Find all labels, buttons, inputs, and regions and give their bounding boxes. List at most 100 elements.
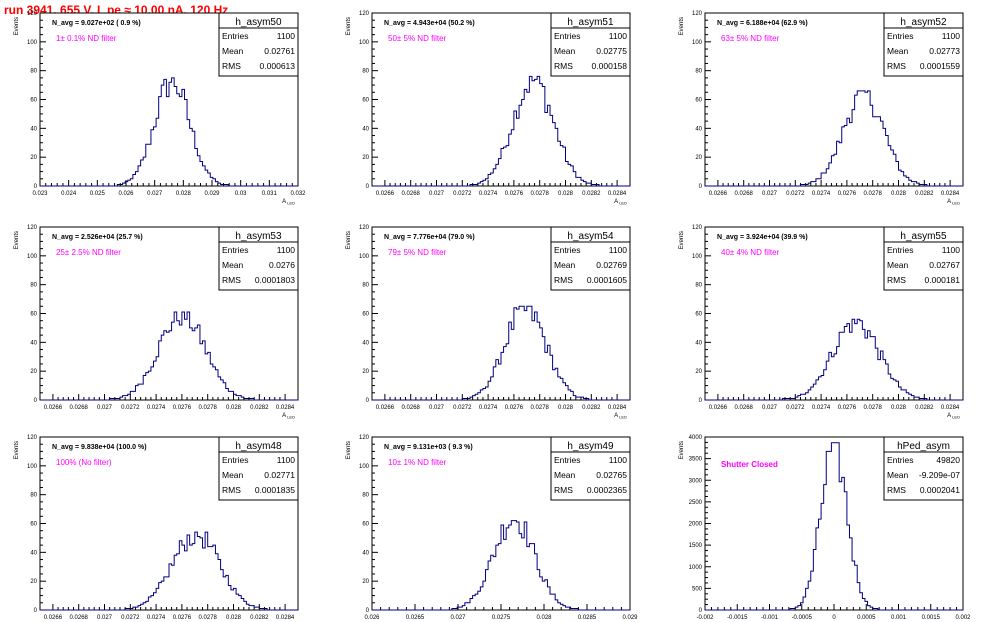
y-tick-label: 40 bbox=[695, 340, 702, 346]
y-tick-label: 40 bbox=[362, 340, 369, 346]
stats-entries-value: 1100 bbox=[277, 31, 296, 41]
histogram-name: h_asym50 bbox=[235, 17, 282, 28]
x-tick-label: -0.002 bbox=[696, 615, 714, 621]
x-tick-label: -0.0005 bbox=[792, 615, 813, 621]
y-tick-label: 60 bbox=[362, 98, 369, 104]
stats-mean-label: Mean bbox=[887, 260, 909, 270]
x-tick-label: 0.0005 bbox=[857, 615, 876, 621]
y-tick-label: 0 bbox=[699, 398, 703, 404]
histogram-line bbox=[705, 318, 963, 401]
navg-label: N_avg = 9.131e+03 ( 9.3 %) bbox=[384, 444, 473, 451]
stats-rms-value: 0.000158 bbox=[592, 61, 628, 71]
y-tick-label: 80 bbox=[30, 493, 37, 499]
y-tick-label: 120 bbox=[359, 435, 370, 441]
y-axis-title: Events bbox=[679, 441, 685, 459]
y-tick-label: 0 bbox=[366, 184, 370, 190]
x-axis-title: A LED bbox=[282, 413, 295, 420]
y-tick-label: 120 bbox=[359, 225, 370, 231]
stats-box: h_asym51 Entries 1100 Mean 0.02775 RMS 0.00015… bbox=[550, 12, 631, 77]
histogram-line bbox=[40, 311, 298, 401]
stats-entries-value: 1100 bbox=[609, 245, 628, 255]
histogram-panel-h_asym51: 0 20 40 60 80 100 120 0.0266 0.0268 0.027 0.0272 0.… bbox=[346, 11, 631, 206]
filter-annotation: 1± 0.1% ND filter bbox=[56, 34, 117, 43]
stats-box: h_asym54 Entries 1100 Mean 0.02769 RMS 0.00016… bbox=[550, 226, 631, 291]
y-tick-label: 20 bbox=[362, 369, 369, 375]
stats-mean-label: Mean bbox=[887, 46, 909, 56]
x-tick-label: 0.0274 bbox=[479, 191, 498, 197]
x-tick-label: 0.0276 bbox=[838, 405, 857, 411]
y-tick-label: 2500 bbox=[689, 500, 703, 506]
y-tick-label: 4000 bbox=[689, 435, 703, 441]
x-tick-label: 0.027 bbox=[97, 615, 113, 621]
histogram-name: h_asym51 bbox=[567, 17, 614, 28]
y-tick-label: 120 bbox=[27, 225, 38, 231]
filter-annotation: 79± 5% ND filter bbox=[388, 248, 447, 257]
histogram-line bbox=[372, 75, 630, 187]
x-tick-label: 0.0268 bbox=[402, 405, 421, 411]
x-axis-title: A LED bbox=[614, 199, 627, 206]
y-tick-label: 1000 bbox=[689, 565, 703, 571]
y-tick-label: 80 bbox=[362, 69, 369, 75]
y-tick-label: 100 bbox=[27, 254, 38, 260]
stats-entries-label: Entries bbox=[222, 31, 248, 41]
stats-box-frame bbox=[883, 12, 964, 77]
y-tick-label: 100 bbox=[692, 40, 703, 46]
stats-entries-label: Entries bbox=[887, 245, 913, 255]
histogram-name: h_asym52 bbox=[900, 17, 947, 28]
y-tick-label: 100 bbox=[359, 40, 370, 46]
stats-entries-label: Entries bbox=[887, 455, 913, 465]
y-tick-label: 3000 bbox=[689, 478, 703, 484]
x-tick-label: 0.0282 bbox=[250, 615, 269, 621]
y-tick-label: 60 bbox=[30, 522, 37, 528]
stats-box: h_asym52 Entries 1100 Mean 0.02773 RMS 0.00015… bbox=[883, 12, 964, 77]
stats-entries-label: Entries bbox=[554, 245, 580, 255]
y-tick-label: 60 bbox=[695, 98, 702, 104]
x-tick-label: 0.027 bbox=[147, 191, 163, 197]
x-tick-label: 0.0266 bbox=[376, 191, 395, 197]
x-tick-label: 0.0266 bbox=[44, 615, 63, 621]
stats-rms-label: RMS bbox=[887, 61, 906, 71]
y-tick-label: 0 bbox=[699, 184, 703, 190]
x-tick-label: 0.027 bbox=[762, 405, 778, 411]
y-tick-label: 80 bbox=[695, 69, 702, 75]
filter-annotation: 100% (No filter) bbox=[56, 458, 112, 467]
x-tick-label: 0.03 bbox=[235, 191, 247, 197]
y-tick-label: 20 bbox=[695, 369, 702, 375]
y-tick-label: 120 bbox=[692, 11, 703, 17]
stats-box-frame bbox=[218, 12, 299, 77]
y-tick-label: 100 bbox=[359, 254, 370, 260]
y-tick-label: 80 bbox=[30, 69, 37, 75]
stats-rms-label: RMS bbox=[887, 485, 906, 495]
y-tick-label: 40 bbox=[695, 126, 702, 132]
stats-rms-label: RMS bbox=[887, 275, 906, 285]
x-tick-label: 0.027 bbox=[429, 191, 445, 197]
x-tick-label: 0.0268 bbox=[735, 405, 754, 411]
x-tick-label: 0.027 bbox=[429, 405, 445, 411]
filter-annotation: 10± 1% ND filter bbox=[388, 458, 447, 467]
x-tick-label: 0.027 bbox=[97, 405, 113, 411]
x-tick-label: 0.0276 bbox=[505, 191, 524, 197]
filter-annotation: 25± 2.5% ND filter bbox=[56, 248, 121, 257]
navg-label: N_avg = 2.526e+04 (25.7 %) bbox=[52, 234, 143, 241]
x-tick-label: 0.0274 bbox=[147, 615, 166, 621]
stats-entries-value: 1100 bbox=[609, 31, 628, 41]
stats-mean-value: 0.0276 bbox=[269, 260, 295, 270]
stats-entries-label: Entries bbox=[887, 31, 913, 41]
x-tick-label: 0.0284 bbox=[941, 405, 960, 411]
stats-box: h_asym48 Entries 1100 Mean 0.02771 RMS 0.00018… bbox=[218, 436, 299, 501]
stats-rms-value: 0.0001605 bbox=[587, 275, 627, 285]
stats-box-frame bbox=[218, 226, 299, 291]
histogram-name: h_asym49 bbox=[567, 441, 614, 452]
x-tick-label: 0.025 bbox=[90, 191, 106, 197]
x-tick-label: 0.028 bbox=[558, 191, 574, 197]
filter-annotation: Shutter Closed bbox=[721, 460, 778, 469]
navg-label: N_avg = 4.943e+04 (50.2 %) bbox=[384, 20, 475, 27]
stats-mean-value: 0.02773 bbox=[929, 46, 960, 56]
y-tick-label: 40 bbox=[30, 126, 37, 132]
x-tick-label: 0.0278 bbox=[199, 405, 218, 411]
y-tick-label: 20 bbox=[30, 579, 37, 585]
histogram-panel-h_asym50: 0 20 40 60 80 100 120 0.023 0.024 0.025 0.026 0.027… bbox=[14, 11, 306, 206]
x-tick-label: 0.0272 bbox=[121, 615, 140, 621]
y-tick-label: 3500 bbox=[689, 457, 703, 463]
